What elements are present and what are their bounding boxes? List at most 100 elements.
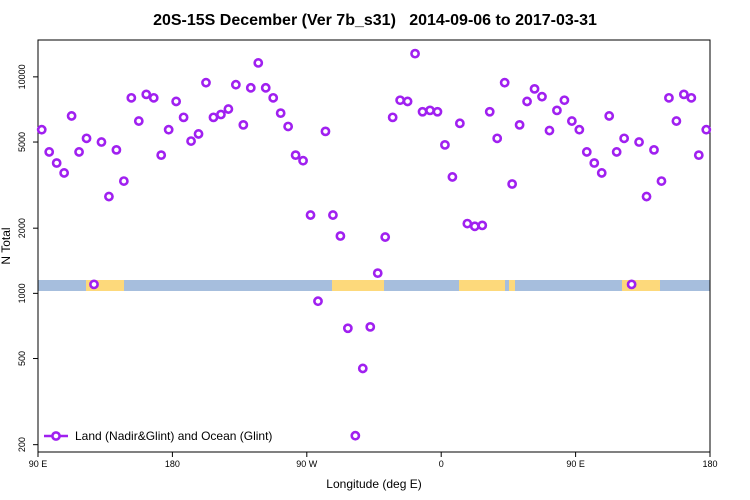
point xyxy=(171,96,182,107)
plot-frame xyxy=(37,39,711,453)
point xyxy=(499,77,510,88)
point xyxy=(313,296,323,307)
point xyxy=(133,116,144,126)
point xyxy=(141,89,152,100)
point xyxy=(559,95,570,106)
point xyxy=(492,133,503,144)
point xyxy=(469,221,480,232)
point xyxy=(357,363,368,374)
point xyxy=(664,92,674,103)
x-tick-label: 180 xyxy=(165,459,180,469)
point xyxy=(178,112,189,123)
y-tick-label: 5000 xyxy=(17,132,27,152)
legend-item: Land (Nadir&Glint) and Ocean (Glint) xyxy=(44,429,272,443)
point xyxy=(335,231,346,241)
land-band xyxy=(509,280,515,291)
x-axis-label: Longitude (deg E) xyxy=(326,477,421,491)
point xyxy=(529,83,540,94)
point xyxy=(544,125,555,136)
y-tick-label: 200 xyxy=(17,437,27,452)
y-tick-label: 500 xyxy=(17,351,27,366)
point xyxy=(619,133,630,144)
x-tick-label: 90 W xyxy=(296,459,318,469)
point xyxy=(253,58,264,68)
point xyxy=(484,106,495,117)
point xyxy=(686,92,697,103)
point xyxy=(387,112,398,123)
surface-band xyxy=(38,280,710,291)
point xyxy=(477,220,488,231)
point xyxy=(216,109,226,120)
point xyxy=(51,158,62,168)
point xyxy=(365,321,376,332)
point xyxy=(59,168,70,178)
land-band xyxy=(86,280,124,291)
point xyxy=(372,268,383,279)
point xyxy=(350,430,361,441)
point xyxy=(193,129,204,139)
point xyxy=(163,124,174,135)
y-tick-label: 1000 xyxy=(17,283,27,303)
x-tick-label: 0 xyxy=(439,459,444,469)
legend-label: Land (Nadir&Glint) and Ocean (Glint) xyxy=(75,429,272,443)
point xyxy=(118,176,129,186)
y-tick-label: 2000 xyxy=(17,218,27,238)
point xyxy=(36,124,47,135)
point xyxy=(223,104,234,114)
point xyxy=(342,323,353,334)
point xyxy=(604,111,615,121)
point xyxy=(581,147,592,157)
point xyxy=(574,124,585,135)
point xyxy=(275,108,286,119)
point xyxy=(462,218,473,229)
x-tick-label: 180 xyxy=(702,459,717,469)
land-band xyxy=(459,280,505,291)
point xyxy=(208,112,219,123)
land-band xyxy=(332,280,384,291)
point xyxy=(589,158,600,168)
point xyxy=(656,176,667,186)
point xyxy=(395,95,406,106)
point xyxy=(671,116,682,126)
point xyxy=(552,105,562,116)
point xyxy=(74,147,84,157)
point xyxy=(410,48,420,59)
point xyxy=(440,139,450,150)
point xyxy=(417,106,428,117)
point xyxy=(89,279,99,290)
point xyxy=(514,119,525,130)
point xyxy=(447,172,458,182)
point xyxy=(432,106,443,117)
point xyxy=(44,147,55,157)
point xyxy=(701,124,712,135)
point xyxy=(230,79,241,90)
point xyxy=(81,133,92,144)
point xyxy=(156,150,167,161)
point xyxy=(104,191,114,202)
x-tick-label: 90 E xyxy=(29,459,48,469)
point xyxy=(66,111,77,121)
point xyxy=(522,96,532,107)
point xyxy=(283,121,294,132)
point xyxy=(611,147,622,157)
point xyxy=(305,210,316,220)
point xyxy=(260,82,271,93)
point xyxy=(186,136,196,146)
point xyxy=(566,116,577,126)
y-axis-label: N Total xyxy=(0,227,13,264)
point xyxy=(693,150,704,161)
point xyxy=(425,105,435,116)
point xyxy=(649,144,659,155)
point xyxy=(596,168,607,178)
point xyxy=(268,92,279,103)
x-tick-label: 90 E xyxy=(566,459,585,469)
point xyxy=(238,119,249,130)
point xyxy=(402,96,413,107)
point xyxy=(245,82,256,93)
land-band xyxy=(622,280,660,291)
point xyxy=(96,137,107,147)
point xyxy=(454,118,465,129)
chart-title: 20S-15S December (Ver 7b_s31) 2014-09-06… xyxy=(153,12,597,29)
